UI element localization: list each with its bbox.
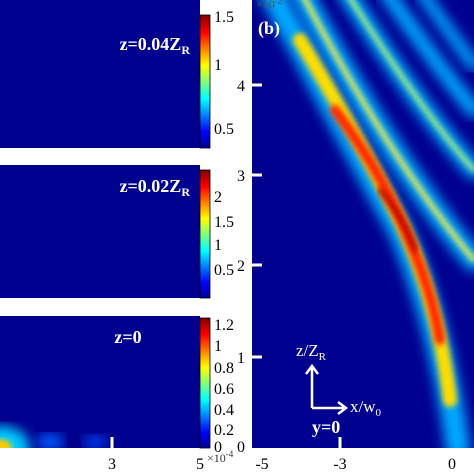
axis-multiplier: ×10-2 xyxy=(256,0,282,11)
x-tick-label: -5 xyxy=(255,456,268,473)
panel-label: z=0 xyxy=(114,327,141,347)
y-tick-label: 0 xyxy=(237,439,245,456)
colorbar-tick: 2 xyxy=(214,189,222,206)
x-axis-label: x/w0 xyxy=(350,397,382,419)
axis-arrows xyxy=(305,363,349,415)
colorbar xyxy=(199,317,211,449)
heatmap-panel xyxy=(0,0,200,148)
y-tick-label: 1 xyxy=(237,350,245,367)
x-tick-label: -3 xyxy=(333,456,346,473)
colorbar-tick: 1 xyxy=(214,338,222,355)
colorbar-tick: 0.8 xyxy=(214,360,234,377)
x-tick-label: 3 xyxy=(108,456,116,473)
colorbar-tick: 1.2 xyxy=(214,317,234,334)
colorbar-tick: 0.5 xyxy=(214,262,234,279)
heatmap-features xyxy=(0,426,107,448)
panel-label: (b) xyxy=(258,18,280,39)
colorbar-tick: 1 xyxy=(214,57,222,74)
colorbar xyxy=(199,14,211,149)
colorbar-tick: 0 xyxy=(214,439,222,456)
y-axis-label: z/ZR xyxy=(296,341,327,363)
panel-label: z=0.02ZR xyxy=(120,176,191,199)
heatmap-panel xyxy=(0,316,200,448)
colorbar-tick: 0.6 xyxy=(214,381,234,398)
heatmap-panel xyxy=(0,165,200,298)
colorbar-tick: 0.5 xyxy=(214,121,234,138)
intensity-bands xyxy=(261,0,474,448)
colorbar-tick: 0.4 xyxy=(214,402,234,419)
y-tick-label: 2 xyxy=(237,258,245,275)
panel-label: z=0.04ZR xyxy=(120,34,191,57)
colorbar-tick: 0.2 xyxy=(214,422,234,439)
colorbar xyxy=(199,169,211,299)
y-tick-label: 4 xyxy=(237,78,245,95)
x-tick-label: 5 xyxy=(196,456,204,473)
colorbar-tick: 1 xyxy=(214,237,222,254)
axis-multiplier: ×10-4 xyxy=(207,449,234,465)
colorbar-tick: 1.5 xyxy=(214,9,234,26)
x-tick-label: 0 xyxy=(448,456,456,473)
y-tick-marks xyxy=(252,83,342,448)
colorbar-tick: 1.5 xyxy=(214,214,234,231)
y-tick-label: 3 xyxy=(237,168,245,185)
annotation: y=0 xyxy=(312,417,340,437)
